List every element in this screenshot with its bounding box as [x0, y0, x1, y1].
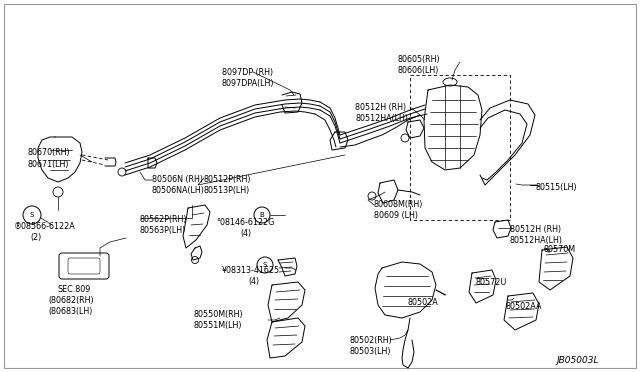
- Text: 80606(LH): 80606(LH): [398, 66, 440, 75]
- Text: (80682(RH): (80682(RH): [48, 296, 93, 305]
- Text: SEC.809: SEC.809: [58, 285, 92, 294]
- Text: 80563P(LH): 80563P(LH): [140, 226, 186, 235]
- Text: JB05003L: JB05003L: [556, 356, 598, 365]
- Text: (80683(LH): (80683(LH): [48, 307, 92, 316]
- Text: 80550M(RH): 80550M(RH): [193, 310, 243, 319]
- Text: (2): (2): [30, 233, 41, 242]
- Text: 80570M: 80570M: [544, 245, 576, 254]
- Text: 8097DPA(LH): 8097DPA(LH): [222, 79, 275, 88]
- Text: 80562P(RH): 80562P(RH): [140, 215, 188, 224]
- Text: ®08566-6122A: ®08566-6122A: [14, 222, 76, 231]
- Text: °08146-6122G: °08146-6122G: [216, 218, 275, 227]
- Text: 80506N (RH): 80506N (RH): [152, 175, 203, 184]
- Text: 80503(LH): 80503(LH): [350, 347, 392, 356]
- Text: 80608M(RH): 80608M(RH): [374, 200, 424, 209]
- Text: ¥08313-41625: ¥08313-41625: [222, 266, 280, 275]
- Text: 80502AA: 80502AA: [506, 302, 543, 311]
- Text: 80551M(LH): 80551M(LH): [193, 321, 241, 330]
- Text: 80515(LH): 80515(LH): [536, 183, 578, 192]
- Text: (4): (4): [248, 277, 259, 286]
- Text: 80609 (LH): 80609 (LH): [374, 211, 418, 220]
- Text: 80502(RH): 80502(RH): [350, 336, 393, 345]
- Text: 80513P(LH): 80513P(LH): [204, 186, 250, 195]
- Text: S: S: [263, 262, 267, 268]
- Text: (4): (4): [240, 229, 251, 238]
- Text: 80605(RH): 80605(RH): [398, 55, 440, 64]
- Text: 80512H (RH): 80512H (RH): [510, 225, 561, 234]
- Text: 80512HA(LH): 80512HA(LH): [355, 114, 408, 123]
- Text: 80671(LH): 80671(LH): [28, 160, 70, 169]
- Text: 8097DP (RH): 8097DP (RH): [222, 68, 273, 77]
- Text: 80512HA(LH): 80512HA(LH): [510, 236, 563, 245]
- Text: 80512H (RH): 80512H (RH): [355, 103, 406, 112]
- Text: 80572U: 80572U: [476, 278, 508, 287]
- Text: S: S: [30, 212, 34, 218]
- Text: 80670(RH): 80670(RH): [28, 148, 70, 157]
- Text: 80506NA(LH): 80506NA(LH): [152, 186, 205, 195]
- Text: B: B: [260, 212, 264, 218]
- Text: 80502A: 80502A: [408, 298, 439, 307]
- Text: 80512P(RH): 80512P(RH): [204, 175, 252, 184]
